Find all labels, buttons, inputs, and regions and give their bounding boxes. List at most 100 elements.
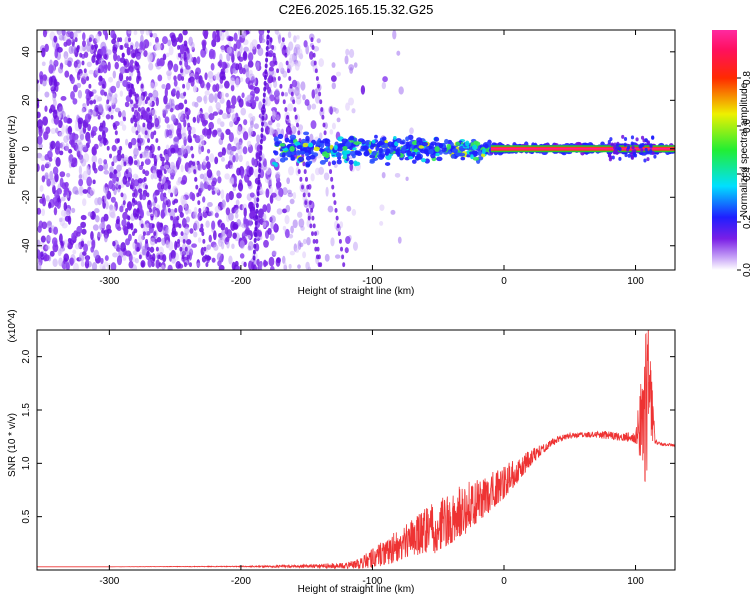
heatmap-noise-blob <box>70 76 75 85</box>
heatmap-noise-blob <box>331 82 336 90</box>
heatmap-ridge-blob <box>615 150 619 155</box>
heatmap-noise-blob <box>251 44 256 50</box>
heatmap-noise-blob <box>84 113 91 123</box>
heatmap-ridge-blob <box>649 149 653 154</box>
heatmap-noise-blob <box>164 87 168 98</box>
heatmap-noise-blob <box>85 256 90 265</box>
heatmap-streak-blob <box>256 191 260 197</box>
heatmap-noise-blob <box>257 47 264 57</box>
heatmap-noise-blob <box>59 177 64 188</box>
heatmap-noise-blob <box>269 185 273 195</box>
heatmap-streak-blob <box>151 153 155 159</box>
heatmap-ridge-blob <box>416 153 422 159</box>
heatmap-ridge-blob <box>411 159 417 164</box>
heatmap-streak-blob <box>133 91 137 97</box>
heatmap-streak-blob <box>316 246 320 252</box>
heatmap-noise-blob <box>245 68 250 79</box>
heatmap-streak-blob <box>146 107 150 112</box>
heatmap-noise-blob <box>233 32 238 42</box>
heatmap-noise-blob <box>118 71 124 82</box>
heatmap-streak-blob <box>262 92 266 98</box>
heatmap-noise-blob <box>71 157 77 164</box>
heatmap-noise-blob <box>155 43 162 51</box>
heatmap-noise-blob <box>48 157 53 162</box>
heatmap-streak-blob <box>149 114 153 120</box>
heatmap-noise-blob <box>216 252 223 262</box>
heatmap-ridge-blob <box>635 137 639 142</box>
heatmap-noise-blob <box>287 31 292 39</box>
heatmap-noise-blob <box>82 198 87 207</box>
heatmap-ridge-blob <box>621 134 625 139</box>
heatmap-streak-blob <box>137 107 141 112</box>
heatmap-noise-blob <box>198 113 204 119</box>
heatmap-streak-blob <box>151 223 155 229</box>
heatmap-streak-blob <box>139 153 143 159</box>
heatmap-noise-blob <box>269 215 276 224</box>
heatmap-noise-blob <box>127 167 132 176</box>
heatmap-noise-blob <box>89 188 96 196</box>
heatmap-noise-blob <box>76 82 82 89</box>
heatmap-noise-blob <box>172 185 179 195</box>
heatmap-noise-blob <box>230 104 236 109</box>
heatmap-streak-blob <box>185 107 189 112</box>
heatmap-noise-blob <box>211 129 217 138</box>
heatmap-noise-blob <box>122 225 127 232</box>
heatmap-streak-blob <box>284 107 288 112</box>
heatmap-noise-blob <box>348 48 355 58</box>
heatmap-ridge-blob <box>438 143 444 148</box>
heatmap-ridge-blob <box>271 161 277 166</box>
heatmap-x-axis-label: Height of straight line (km) <box>298 286 415 297</box>
snr-y-axis-label: SNR (10 * v/v) <box>7 413 18 477</box>
heatmap-ridge-blob <box>396 139 401 143</box>
heatmap-noise-blob <box>147 52 153 62</box>
heatmap-noise-blob <box>135 52 141 60</box>
heatmap-noise-blob <box>101 229 105 234</box>
heatmap-noise-blob <box>331 122 336 130</box>
heatmap-noise-blob <box>116 55 121 62</box>
heatmap-noise-blob <box>53 35 58 43</box>
heatmap-ridge-blob <box>444 138 449 145</box>
heatmap-noise-blob <box>196 95 203 103</box>
heatmap-streak-blob <box>312 238 316 244</box>
heatmap-ridge-blob <box>321 151 328 157</box>
heatmap-noise-blob <box>235 199 240 207</box>
x-tick-label: 100 <box>627 576 644 587</box>
heatmap-noise-blob <box>255 152 261 160</box>
heatmap-noise-blob <box>236 116 241 122</box>
heatmap-noise-blob <box>49 250 55 257</box>
heatmap-ridge-blob <box>630 135 635 140</box>
heatmap-ridge-blob <box>291 151 295 156</box>
heatmap-streak-blob <box>262 104 266 110</box>
heatmap-noise-blob <box>208 113 215 121</box>
heatmap-noise-blob <box>249 192 255 198</box>
heatmap-streak-blob <box>313 60 317 66</box>
heatmap-noise-blob <box>65 39 72 46</box>
heatmap-noise-blob <box>167 39 172 47</box>
heatmap-streak-blob <box>129 223 133 229</box>
heatmap-streak-blob <box>146 192 150 198</box>
heatmap-ridge-blob <box>393 135 397 140</box>
heatmap-noise-blob <box>42 74 48 82</box>
heatmap-noise-blob <box>43 131 49 141</box>
heatmap-ridge-blob <box>324 141 331 147</box>
x-tick-label: -300 <box>99 576 119 587</box>
heatmap-noise-blob <box>79 133 85 141</box>
heatmap-noise-blob <box>271 106 278 113</box>
heatmap-streak-blob <box>334 207 338 213</box>
heatmap-noise-blob <box>178 204 183 214</box>
heatmap-noise-blob <box>214 93 218 103</box>
heatmap-noise-blob <box>126 221 131 230</box>
heatmap-noise-blob <box>291 79 298 88</box>
heatmap-streak-blob <box>330 176 334 182</box>
heatmap-noise-blob <box>63 201 68 212</box>
heatmap-noise-blob <box>62 239 69 248</box>
heatmap-noise-blob <box>105 114 111 120</box>
heatmap-noise-blob <box>128 260 134 269</box>
heatmap-noise-blob <box>73 31 78 40</box>
heatmap-noise-blob <box>275 195 282 202</box>
heatmap-noise-blob <box>118 110 122 118</box>
heatmap-noise-blob <box>316 38 321 44</box>
heatmap-noise-blob <box>100 221 106 229</box>
heatmap-noise-blob <box>230 84 235 92</box>
heatmap-noise-blob <box>231 62 237 69</box>
